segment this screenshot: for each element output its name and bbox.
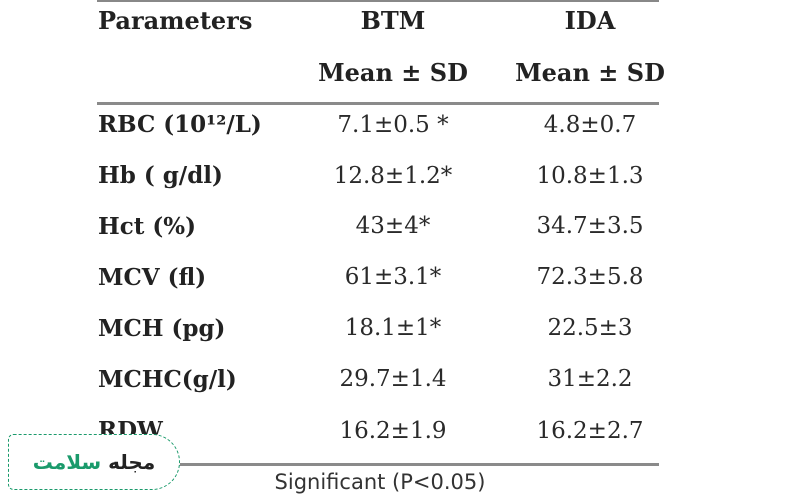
table-header-rule [97,102,659,105]
row-mch-param: MCH (pg) [98,315,226,342]
row-rbc-param: RBC (10¹²/L) [98,111,262,138]
row-hct-param: Hct (%) [98,213,196,240]
row-mchc-btm: 29.7±1.4 [339,366,447,392]
row-mchc-param: MCHC(g/l) [98,366,237,393]
header-parameters: Parameters [98,6,253,35]
row-hb-param: Hb ( g/dl) [98,162,223,189]
logo-text-green: سلامت [32,450,102,474]
row-hct-btm: 43±4* [355,213,431,239]
table-top-rule [97,0,659,2]
header-btm-sub: Mean ± SD [318,58,468,87]
row-mcv-btm: 61±3.1* [344,264,442,290]
row-hb-btm: 12.8±1.2* [333,163,453,189]
row-rbc-ida: 4.8±0.7 [543,112,637,138]
row-mcv-param: MCV (fl) [98,264,207,291]
header-ida: IDA [564,6,616,35]
row-mch-ida: 22.5±3 [547,315,633,341]
table-bottom-rule [97,463,659,466]
header-ida-sub: Mean ± SD [515,58,665,87]
watermark-logo: مجله سلامت [8,434,180,490]
logo-text: مجله سلامت [33,450,155,474]
significance-footnote: Significant (P<0.05) [274,470,486,494]
row-rdw-btm: 16.2±1.9 [339,418,447,444]
header-btm: BTM [360,6,426,35]
logo-text-dark: مجله [108,450,156,474]
row-mchc-ida: 31±2.2 [547,366,633,392]
row-rdw-ida: 16.2±2.7 [536,418,644,444]
row-mch-btm: 18.1±1* [344,315,442,341]
row-rbc-btm: 7.1±0.5 * [337,112,449,138]
row-hct-ida: 34.7±3.5 [536,213,644,239]
row-hb-ida: 10.8±1.3 [536,163,644,189]
row-mcv-ida: 72.3±5.8 [536,264,644,290]
